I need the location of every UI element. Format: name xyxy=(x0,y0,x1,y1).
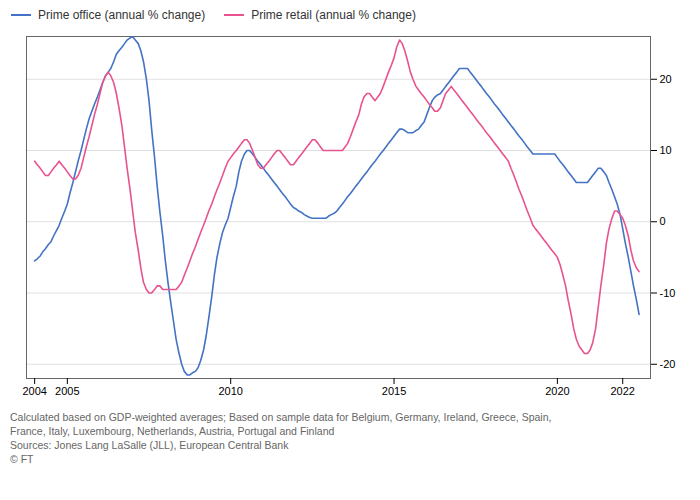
html-text:Prime office (annual % change): Prime office (annual % change) xyxy=(38,8,206,22)
svg-text:2010: 2010 xyxy=(218,385,242,397)
html-text:France, Italy, Luxembourg, Net: France, Italy, Luxembourg, Netherlands, … xyxy=(10,425,335,437)
html-text:Sources: Jones Lang LaSalle (J: Sources: Jones Lang LaSalle (JLL), Europ… xyxy=(10,439,289,451)
svg-text:-20: -20 xyxy=(660,358,676,370)
svg-text:0: 0 xyxy=(660,215,666,227)
svg-text:2022: 2022 xyxy=(610,385,634,397)
html-text:Calculated based on GDP-weight: Calculated based on GDP-weighted average… xyxy=(10,411,552,423)
svg-text:2005: 2005 xyxy=(55,385,79,397)
svg-text:20: 20 xyxy=(660,73,672,85)
svg-text:2015: 2015 xyxy=(382,385,406,397)
svg-text:2004: 2004 xyxy=(22,385,46,397)
svg-text:-10: -10 xyxy=(660,287,676,299)
svg-text:10: 10 xyxy=(660,144,672,156)
html-text:Prime retail (annual % change): Prime retail (annual % change) xyxy=(251,8,416,22)
svg-text:2020: 2020 xyxy=(545,385,569,397)
html-text:© FT: © FT xyxy=(10,453,34,465)
